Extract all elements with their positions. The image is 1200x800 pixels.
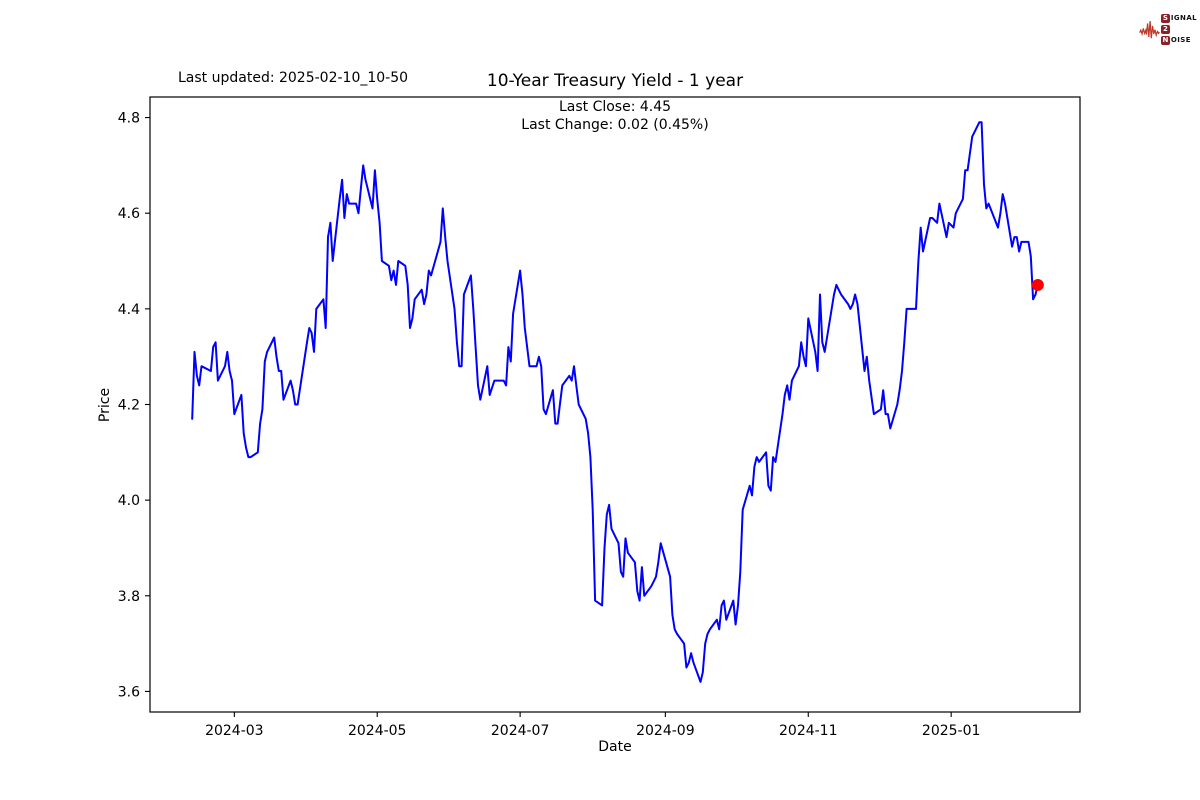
logo-s-badge: S (1160, 13, 1170, 23)
logo-waveform-icon (1139, 20, 1160, 39)
y-tick-label: 4.4 (118, 302, 140, 318)
x-tick-label: 2024-03 (205, 723, 264, 739)
logo-signal-row: S IGNAL (1160, 13, 1197, 23)
logo-noise-row: N OISE (1160, 35, 1191, 45)
chart-title: 10-Year Treasury Yield - 1 year (486, 71, 744, 91)
y-tick-label: 4.2 (118, 398, 140, 414)
axes-border (149, 96, 1081, 713)
logo-2-row: 2 (1160, 24, 1197, 34)
chart-subtitle: Last Close: 4.45 Last Change: 0.02 (0.45… (0, 98, 1200, 134)
y-tick-label: 3.8 (118, 589, 140, 605)
last-close-text: Last Close: 4.45 (558, 99, 672, 115)
signal2noise-logo: S IGNAL 2 N OISE (1139, 5, 1197, 53)
y-tick-label: 4.8 (118, 111, 140, 127)
last-updated-text: Last updated: 2025-02-10_10-50 (178, 70, 409, 86)
y-tick-label: 4.6 (118, 206, 140, 222)
y-tick-label: 3.6 (118, 684, 140, 700)
yield-line (191, 121, 1039, 683)
x-tick-label: 2024-09 (636, 723, 695, 739)
x-tick-label: 2024-05 (348, 723, 407, 739)
last-close-marker (1031, 278, 1044, 291)
x-tick-label: 2024-11 (779, 723, 838, 739)
logo-2-badge: 2 (1160, 24, 1170, 34)
y-tick-label: 4.0 (118, 493, 140, 509)
x-axis-label: Date (598, 739, 632, 755)
last-change-text: Last Change: 0.02 (0.45%) (521, 117, 709, 133)
x-tick-label: 2024-07 (491, 723, 550, 739)
x-tick-label: 2025-01 (922, 723, 981, 739)
logo-n-badge: N (1160, 35, 1170, 45)
